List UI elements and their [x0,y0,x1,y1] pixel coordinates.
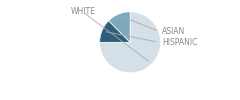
Polygon shape [109,12,130,42]
Text: ASIAN: ASIAN [162,27,186,36]
Polygon shape [100,12,161,73]
Text: WHITE: WHITE [71,7,96,16]
Polygon shape [100,21,130,42]
Text: HISPANIC: HISPANIC [162,38,198,47]
